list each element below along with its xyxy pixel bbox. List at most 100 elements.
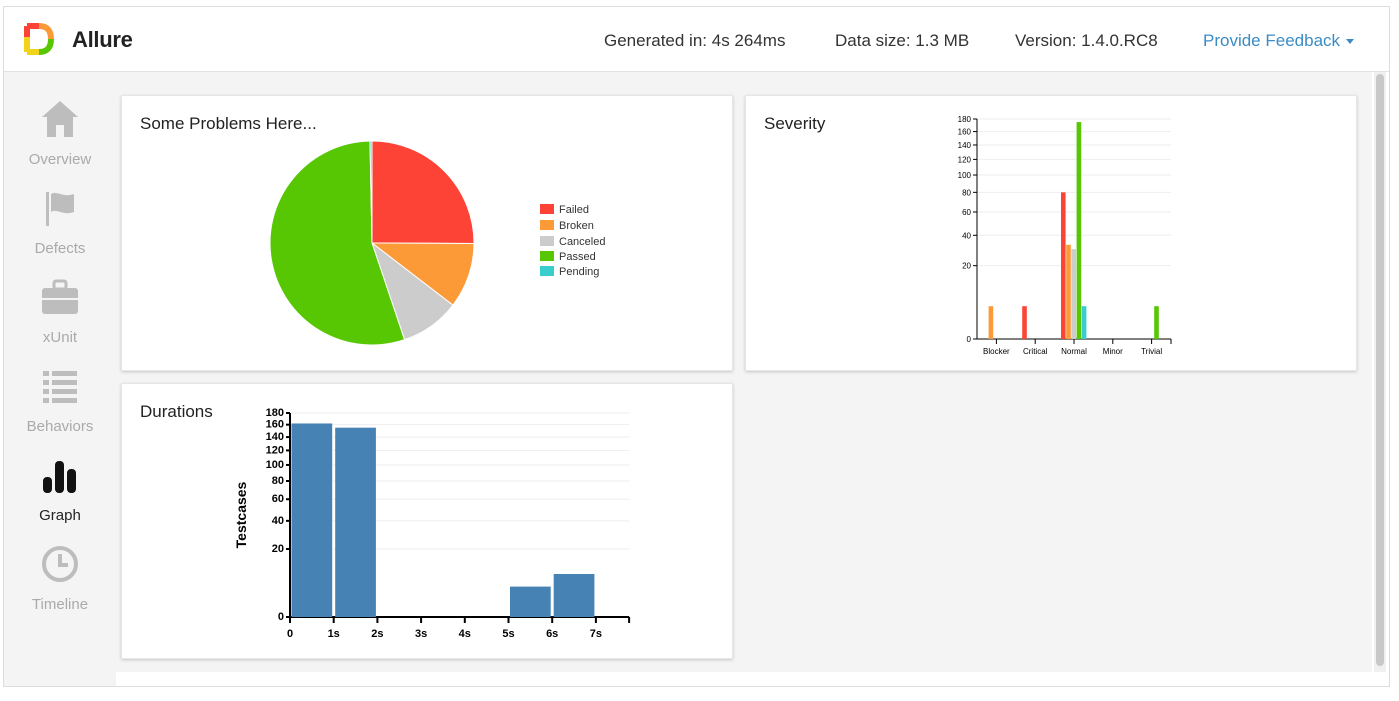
durations-bar [335, 427, 376, 617]
sidebar: Overview Defects xUnit Behavi [4, 72, 116, 686]
durations-chart-card: Durations 0 20 40 60 80 100 120 140 160 180 0 1s 2s 3… [121, 383, 733, 659]
brand-name[interactable]: Allure [72, 27, 133, 52]
generated-time: Generated in: 4s 264ms [604, 31, 786, 50]
legend-label: Failed [559, 204, 589, 216]
list-icon [43, 371, 77, 403]
severity-x-tick-label: Normal [1061, 347, 1087, 356]
legend-swatch [540, 236, 554, 246]
sidebar-item-xunit[interactable]: xUnit [4, 277, 116, 363]
legend-item-canceled: Canceled [540, 236, 605, 248]
briefcase-icon [42, 279, 78, 314]
app-frame: Allure Generated in: 4s 264ms Data size:… [3, 6, 1390, 687]
durations-y-tick-label: 100 [266, 459, 284, 471]
sidebar-item-graph[interactable]: Graph [4, 455, 116, 541]
severity-y-tick-label: 0 [967, 335, 972, 344]
severity-bar-canceled-normal [1071, 249, 1076, 339]
pie-slice-pending [369, 140, 373, 244]
severity-x-tick-label: Trivial [1141, 347, 1162, 356]
severity-chart-card: Severity 0 20 40 60 80 100 120 140 160 180 Blocker… [745, 95, 1357, 371]
severity-y-tick-label: 140 [958, 141, 972, 150]
durations-y-axis-label: Testcases [233, 481, 249, 548]
severity-x-tick-label: Critical [1023, 347, 1048, 356]
severity-y-tick-label: 40 [962, 231, 971, 240]
status-pie-chart [269, 140, 475, 346]
legend-label: Pending [559, 266, 600, 278]
severity-y-tick-label: 20 [962, 262, 971, 271]
severity-bar-broken-normal [1066, 244, 1071, 339]
legend-swatch [540, 266, 554, 276]
durations-chart-title: Durations [140, 402, 213, 421]
durations-x-tick-label: 2s [371, 628, 383, 640]
sidebar-item-label: Defects [34, 240, 86, 257]
top-header: Allure Generated in: 4s 264ms Data size:… [4, 7, 1389, 72]
severity-bar-chart: 0 20 40 60 80 100 120 140 160 180 Blocker Critical N… [958, 115, 1172, 356]
severity-bar-pending-normal [1081, 306, 1087, 339]
home-icon [42, 101, 78, 137]
caret-down-icon [1346, 39, 1355, 45]
sidebar-item-timeline[interactable]: Timeline [4, 544, 116, 630]
legend-swatch [540, 251, 554, 261]
sidebar-item-label: Overview [28, 151, 92, 168]
durations-x-tick-label: 6s [546, 628, 558, 640]
version: Version: 1.4.0.RC8 [1015, 31, 1158, 50]
legend-item-failed: Failed [540, 204, 589, 216]
legend-item-passed: Passed [540, 251, 596, 263]
sidebar-item-behaviors[interactable]: Behaviors [4, 366, 116, 452]
data-size: Data size: 1.3 MB [835, 31, 970, 50]
vertical-scrollbar[interactable] [1374, 72, 1386, 672]
durations-bar [553, 573, 595, 617]
durations-x-tick-label: 3s [415, 628, 427, 640]
severity-y-tick-label: 160 [958, 128, 972, 137]
durations-x-tick-label: 0 [287, 628, 293, 640]
bar-chart-icon [43, 461, 76, 493]
severity-x-tick-label: Blocker [983, 347, 1010, 356]
severity-chart-title: Severity [764, 114, 826, 133]
severity-bar-passed-normal [1076, 122, 1082, 339]
durations-x-tick-label: 5s [502, 628, 514, 640]
status-chart-card: Some Problems Here... Failed Broken Canc… [121, 95, 733, 371]
legend-swatch [540, 204, 554, 214]
severity-bar-failed-critical [1022, 306, 1027, 339]
durations-x-tick-label: 1s [328, 628, 340, 640]
legend-swatch [540, 220, 554, 230]
severity-bar-broken-blocker [988, 306, 994, 339]
main-content: Some Problems Here... Failed Broken Canc… [116, 72, 1372, 672]
sidebar-item-label: Behaviors [26, 418, 94, 435]
scrollbar-thumb[interactable] [1376, 74, 1384, 666]
severity-y-tick-label: 60 [962, 208, 971, 217]
severity-y-tick-label: 180 [958, 115, 972, 124]
legend-label: Passed [559, 251, 596, 263]
durations-y-tick-label: 20 [272, 543, 284, 555]
provide-feedback-label: Provide Feedback [1203, 31, 1341, 50]
pie-slice-failed [371, 140, 475, 245]
sidebar-item-defects[interactable]: Defects [4, 188, 116, 274]
clock-icon [42, 546, 78, 582]
severity-x-tick-label: Minor [1103, 347, 1123, 356]
sidebar-item-label: Timeline [31, 596, 89, 613]
durations-y-tick-label: 140 [266, 431, 284, 443]
durations-y-tick-label: 60 [272, 493, 284, 505]
durations-x-tick-label: 4s [459, 628, 471, 640]
sidebar-item-label: xUnit [42, 329, 78, 346]
allure-logo-icon[interactable] [24, 23, 54, 55]
durations-y-tick-label: 0 [278, 611, 284, 623]
severity-y-tick-label: 120 [958, 155, 972, 164]
severity-bar-passed-trivial [1154, 306, 1159, 339]
durations-bar [291, 423, 333, 617]
durations-x-tick-label: 7s [590, 628, 602, 640]
provide-feedback-dropdown[interactable]: Provide Feedback [1203, 31, 1355, 51]
durations-bar [510, 586, 551, 617]
durations-y-tick-label: 80 [272, 475, 284, 487]
durations-y-tick-label: 120 [266, 444, 284, 456]
legend-label: Broken [559, 220, 594, 232]
sidebar-item-overview[interactable]: Overview [4, 99, 116, 185]
sidebar-item-label: Graph [39, 507, 81, 524]
status-chart-title: Some Problems Here... [140, 114, 317, 133]
severity-y-tick-label: 80 [962, 188, 971, 197]
legend-label: Canceled [559, 236, 606, 248]
flag-icon [46, 192, 74, 226]
severity-bar-failed-normal [1061, 192, 1066, 339]
legend-item-broken: Broken [540, 220, 594, 232]
durations-y-tick-label: 40 [272, 515, 284, 527]
